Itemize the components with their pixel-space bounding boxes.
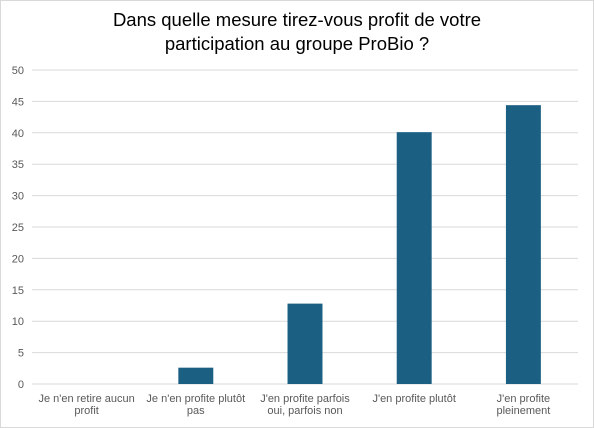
x-category-label-line: Je n'en profite plutôt (146, 393, 245, 405)
y-tick-label: 30 (12, 191, 24, 203)
y-tick-label: 10 (12, 316, 24, 328)
x-category-label: Je n'en profite plutôt pas (146, 393, 245, 417)
y-tick-label: 35 (12, 159, 24, 171)
y-tick-label: 15 (12, 285, 24, 297)
x-category-label-line: J'en profite (497, 393, 550, 405)
bar (396, 132, 432, 384)
chart-title: Dans quelle mesure tirez-vous profit de … (0, 8, 594, 56)
x-category-label: J'en profite parfois oui, parfois non (260, 393, 350, 417)
chart-title-line-2: participation au groupe ProBio ? (164, 33, 430, 54)
x-category-label: J'en profite plutôt (372, 393, 455, 405)
x-category-label-line: J'en profite plutôt (372, 393, 455, 405)
bar (178, 367, 214, 384)
bar (505, 105, 541, 384)
bar (287, 303, 323, 384)
x-category-label-line: Je n'en retire aucun (38, 393, 134, 405)
y-tick-label: 25 (12, 222, 24, 234)
chart-title-line-1: Dans quelle mesure tirez-vous profit de … (112, 9, 482, 30)
x-category-label: J'en profite pleinement (496, 393, 550, 417)
y-tick-label: 20 (12, 253, 24, 265)
y-tick-label: 45 (12, 96, 24, 108)
y-tick-label: 40 (12, 128, 24, 140)
y-tick-label: 50 (12, 65, 24, 77)
x-category-label: Je n'en retire aucun profit (38, 393, 134, 417)
y-tick-label: 0 (18, 379, 24, 391)
x-category-label-line: pas (187, 405, 205, 417)
x-category-label-line: pleinement (496, 405, 550, 417)
x-category-label-line: oui, parfois non (267, 405, 342, 417)
y-tick-label: 5 (18, 348, 24, 360)
x-category-label-line: profit (74, 405, 98, 417)
x-category-label-line: J'en profite parfois (260, 393, 350, 405)
